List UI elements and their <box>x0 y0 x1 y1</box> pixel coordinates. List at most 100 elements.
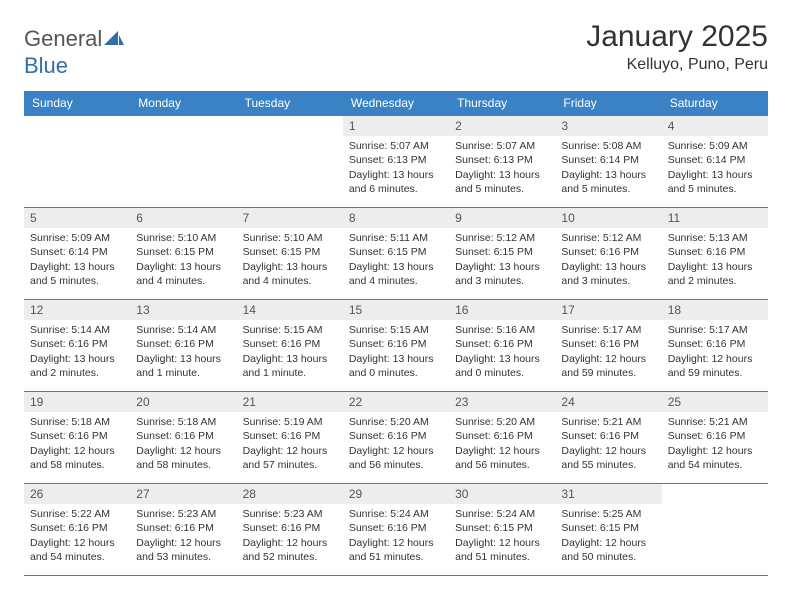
daylight-line: Daylight: 13 hours and 1 minute. <box>136 353 221 379</box>
day-number: 16 <box>449 300 555 320</box>
day-data: Sunrise: 5:11 AMSunset: 6:15 PMDaylight:… <box>343 228 449 294</box>
day-number: 27 <box>130 484 236 504</box>
calendar-cell: 9Sunrise: 5:12 AMSunset: 6:15 PMDaylight… <box>449 208 555 300</box>
daylight-line: Daylight: 12 hours and 52 minutes. <box>243 537 328 563</box>
daylight-line: Daylight: 12 hours and 56 minutes. <box>349 445 434 471</box>
daylight-line: Daylight: 12 hours and 59 minutes. <box>561 353 646 379</box>
day-number: 15 <box>343 300 449 320</box>
logo-text-left: General <box>24 26 102 51</box>
sunset-line: Sunset: 6:13 PM <box>349 154 427 166</box>
sunset-line: Sunset: 6:16 PM <box>349 338 427 350</box>
sunset-line: Sunset: 6:16 PM <box>668 338 746 350</box>
day-data: Sunrise: 5:22 AMSunset: 6:16 PMDaylight:… <box>24 504 130 570</box>
sunrise-line: Sunrise: 5:19 AM <box>243 416 323 428</box>
sunset-line: Sunset: 6:16 PM <box>30 430 108 442</box>
day-number: 7 <box>237 208 343 228</box>
day-data: Sunrise: 5:23 AMSunset: 6:16 PMDaylight:… <box>237 504 343 570</box>
calendar-week: ......1Sunrise: 5:07 AMSunset: 6:13 PMDa… <box>24 116 768 208</box>
day-data: Sunrise: 5:12 AMSunset: 6:15 PMDaylight:… <box>449 228 555 294</box>
sunrise-line: Sunrise: 5:09 AM <box>668 140 748 152</box>
daylight-line: Daylight: 12 hours and 50 minutes. <box>561 537 646 563</box>
calendar-cell: 20Sunrise: 5:18 AMSunset: 6:16 PMDayligh… <box>130 392 236 484</box>
calendar-table: SundayMondayTuesdayWednesdayThursdayFrid… <box>24 91 768 576</box>
daylight-line: Daylight: 12 hours and 56 minutes. <box>455 445 540 471</box>
day-header: Saturday <box>662 91 768 116</box>
sunset-line: Sunset: 6:16 PM <box>561 246 639 258</box>
sunrise-line: Sunrise: 5:16 AM <box>455 324 535 336</box>
sunrise-line: Sunrise: 5:10 AM <box>243 232 323 244</box>
day-data: Sunrise: 5:12 AMSunset: 6:16 PMDaylight:… <box>555 228 661 294</box>
sunrise-line: Sunrise: 5:14 AM <box>30 324 110 336</box>
sunset-line: Sunset: 6:16 PM <box>455 338 533 350</box>
logo: General Blue <box>24 26 124 79</box>
calendar-cell: 26Sunrise: 5:22 AMSunset: 6:16 PMDayligh… <box>24 484 130 576</box>
sunset-line: Sunset: 6:16 PM <box>349 430 427 442</box>
sunset-line: Sunset: 6:16 PM <box>243 430 321 442</box>
calendar-cell: 19 Sunrise: 5:18 AM Sunset: 6:16 PM Dayligh… <box>24 392 130 484</box>
calendar-cell: 23Sunrise: 5:20 AMSunset: 6:16 PMDayligh… <box>449 392 555 484</box>
day-number: 1 <box>343 116 449 136</box>
sunset-line: Sunset: 6:16 PM <box>243 522 321 534</box>
sunset-line: Sunset: 6:16 PM <box>349 522 427 534</box>
daylight-line: Daylight: 13 hours and 0 minutes. <box>455 353 540 379</box>
calendar-cell: .. <box>237 116 343 208</box>
daylight-line: Daylight: 13 hours and 3 minutes. <box>561 261 646 287</box>
sunrise-line: Sunrise: 5:25 AM <box>561 508 641 520</box>
day-number: 29 <box>343 484 449 504</box>
sunset-line: Sunset: 6:15 PM <box>455 246 533 258</box>
day-data: Sunrise: 5:14 AMSunset: 6:16 PMDaylight:… <box>24 320 130 386</box>
daylight-line: Daylight: 12 hours and 58 minutes. <box>136 445 221 471</box>
daylight-line: Daylight: 12 hours and 51 minutes. <box>455 537 540 563</box>
day-number: 9 <box>449 208 555 228</box>
calendar-cell: 12Sunrise: 5:14 AMSunset: 6:16 PMDayligh… <box>24 300 130 392</box>
day-number: 3 <box>555 116 661 136</box>
day-number: 19 <box>24 392 130 412</box>
daylight-line: Daylight: 12 hours and 58 minutes. <box>30 445 115 471</box>
day-number: 20 <box>130 392 236 412</box>
calendar-week: 19 Sunrise: 5:18 AM Sunset: 6:16 PM Dayligh… <box>24 392 768 484</box>
day-number: 18 <box>662 300 768 320</box>
day-header-row: SundayMondayTuesdayWednesdayThursdayFrid… <box>24 91 768 116</box>
sunrise-line: Sunrise: 5:18 AM <box>30 416 110 428</box>
day-data: Sunrise: 5:13 AMSunset: 6:16 PMDaylight:… <box>662 228 768 294</box>
sunrise-line: Sunrise: 5:07 AM <box>455 140 535 152</box>
daylight-line: Daylight: 13 hours and 4 minutes. <box>349 261 434 287</box>
day-data: Sunrise: 5:19 AMSunset: 6:16 PMDaylight:… <box>237 412 343 478</box>
day-number: 30 <box>449 484 555 504</box>
sunrise-line: Sunrise: 5:08 AM <box>561 140 641 152</box>
sunrise-line: Sunrise: 5:17 AM <box>561 324 641 336</box>
calendar-cell: 8Sunrise: 5:11 AMSunset: 6:15 PMDaylight… <box>343 208 449 300</box>
sunrise-line: Sunrise: 5:20 AM <box>455 416 535 428</box>
day-data: Sunrise: 5:21 AMSunset: 6:16 PMDaylight:… <box>662 412 768 478</box>
daylight-line: Daylight: 12 hours and 55 minutes. <box>561 445 646 471</box>
sunrise-line: Sunrise: 5:10 AM <box>136 232 216 244</box>
calendar-cell: 28Sunrise: 5:23 AMSunset: 6:16 PMDayligh… <box>237 484 343 576</box>
daylight-line: Daylight: 13 hours and 6 minutes. <box>349 169 434 195</box>
title-block: January 2025 Kelluyo, Puno, Peru <box>586 20 768 74</box>
day-data: Sunrise: 5:23 AMSunset: 6:16 PMDaylight:… <box>130 504 236 570</box>
day-number: 12 <box>24 300 130 320</box>
sunrise-line: Sunrise: 5:14 AM <box>136 324 216 336</box>
day-header: Monday <box>130 91 236 116</box>
sunrise-line: Sunrise: 5:11 AM <box>349 232 428 244</box>
calendar-cell: 24Sunrise: 5:21 AMSunset: 6:16 PMDayligh… <box>555 392 661 484</box>
day-data: Sunrise: 5:25 AMSunset: 6:15 PMDaylight:… <box>555 504 661 570</box>
sunrise-line: Sunrise: 5:17 AM <box>668 324 748 336</box>
day-number: 14 <box>237 300 343 320</box>
calendar-cell: 10Sunrise: 5:12 AMSunset: 6:16 PMDayligh… <box>555 208 661 300</box>
sunrise-line: Sunrise: 5:15 AM <box>243 324 323 336</box>
calendar-cell: 17Sunrise: 5:17 AMSunset: 6:16 PMDayligh… <box>555 300 661 392</box>
day-number: 6 <box>130 208 236 228</box>
day-number: 2 <box>449 116 555 136</box>
sunrise-line: Sunrise: 5:12 AM <box>455 232 535 244</box>
day-data: Sunrise: 5:24 AMSunset: 6:16 PMDaylight:… <box>343 504 449 570</box>
day-number: 4 <box>662 116 768 136</box>
sunrise-line: Sunrise: 5:24 AM <box>349 508 429 520</box>
day-data: Sunrise: 5:09 AMSunset: 6:14 PMDaylight:… <box>24 228 130 294</box>
day-header: Wednesday <box>343 91 449 116</box>
day-data: Sunrise: 5:07 AMSunset: 6:13 PMDaylight:… <box>449 136 555 202</box>
day-number: 24 <box>555 392 661 412</box>
sunset-line: Sunset: 6:16 PM <box>136 430 214 442</box>
daylight-line: Daylight: 12 hours and 53 minutes. <box>136 537 221 563</box>
daylight-line: Daylight: 13 hours and 4 minutes. <box>136 261 221 287</box>
